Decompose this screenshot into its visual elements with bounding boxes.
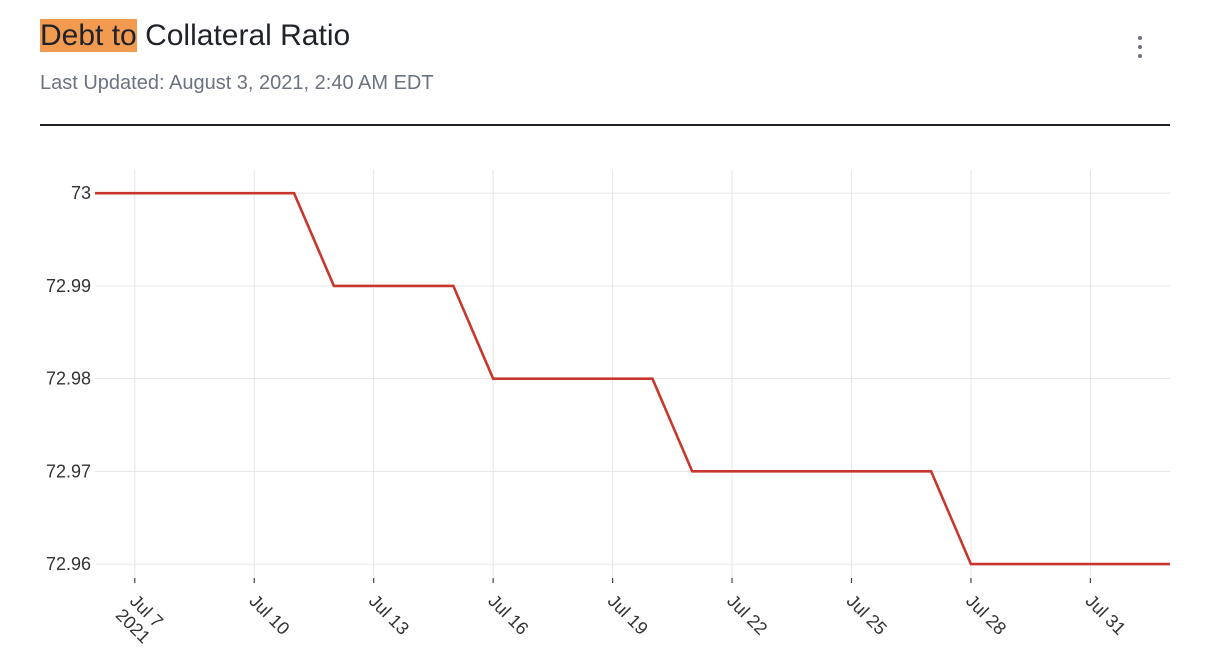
x-tick-label: Jul 31 [1082, 591, 1130, 639]
y-tick-label: 73 [71, 183, 91, 203]
x-tick-label: Jul 10 [245, 591, 293, 639]
x-tick-label: Jul 25 [843, 591, 891, 639]
y-axis-ticks: 73 72.99 72.98 72.97 72.96 [46, 183, 91, 574]
series-line-0 [95, 191, 1170, 566]
more-vertical-icon[interactable] [1126, 30, 1154, 64]
header-divider [40, 124, 1170, 126]
x-tick-label: Jul 16 [484, 591, 532, 639]
x-tick-label: Jul 28 [962, 591, 1010, 639]
title-rest: Collateral Ratio [145, 19, 351, 52]
y-tick-label: 72.98 [46, 369, 91, 389]
x-tick-label: Jul 22 [723, 591, 771, 639]
grid-lines [95, 170, 1170, 578]
y-tick-label: 72.99 [46, 276, 91, 296]
y-tick-label: 72.97 [46, 461, 91, 481]
x-axis-ticks: Jul 72021 Jul 10 Jul 13 Jul 16 Jul 19 Jul 22 J… [112, 578, 1130, 647]
x-tick-label: Jul 19 [604, 591, 652, 639]
x-tick-label: Jul 13 [365, 591, 413, 639]
chart-title: Debt to Collateral Ratio [40, 14, 350, 58]
series-group [95, 191, 1170, 566]
last-updated: Last Updated: August 3, 2021, 2:40 AM ED… [40, 72, 434, 94]
title-highlight: Debt to [40, 19, 137, 52]
x-tick-label: Jul 72021 [112, 591, 169, 648]
y-tick-label: 72.96 [46, 554, 91, 574]
